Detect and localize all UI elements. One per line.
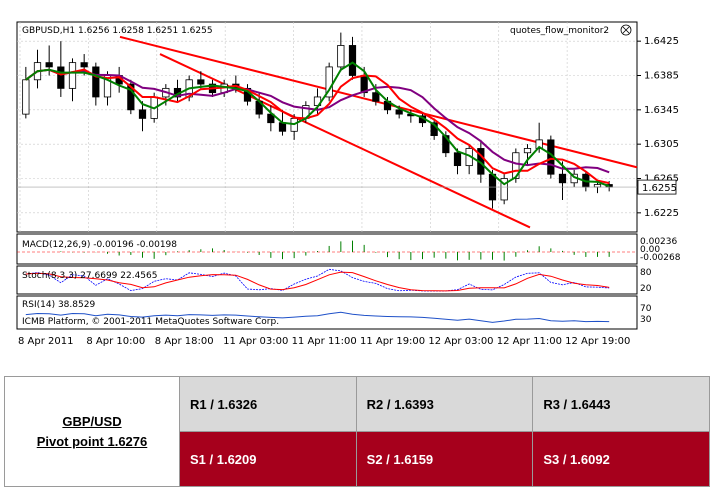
candle xyxy=(348,36,357,80)
candle-body xyxy=(593,184,602,188)
time-tick-label: 12 Apr 11:00 xyxy=(497,336,562,347)
candle-body xyxy=(372,92,380,102)
r3-cell: R3 / 1.6443 xyxy=(532,376,710,432)
candle-body xyxy=(127,83,135,111)
candle-body xyxy=(523,148,532,154)
time-axis: 8 Apr 2011 8 Apr 10:00 8 Apr 18:00 11 Apr 0… xyxy=(18,336,630,347)
price-tick-label: 1.6305 xyxy=(644,139,679,150)
macd-pane-frame xyxy=(16,233,638,265)
time-tick-label: 8 Apr 18:00 xyxy=(155,336,214,347)
candle-body xyxy=(57,66,65,89)
candle xyxy=(68,58,77,102)
indicator-label: quotes_flow_monitor2 xyxy=(510,26,609,36)
resistance-row: GBP/USD Pivot point 1.6276 R1 / 1.6326 R… xyxy=(4,376,710,487)
pivot-point: Pivot point 1.6276 xyxy=(36,433,148,449)
rsi-tick-30: 30 xyxy=(640,315,652,325)
stoch-label: Stoch(8,3,3) 27.6699 22.4565 xyxy=(22,271,157,281)
time-tick-label: 11 Apr 03:00 xyxy=(223,336,288,347)
candle-body xyxy=(267,113,275,124)
pair-name: GBP/USD xyxy=(62,413,122,429)
candle xyxy=(453,148,462,175)
macd-tick-upper: 0.00236 xyxy=(640,237,677,247)
candle xyxy=(267,105,275,132)
candle-body xyxy=(348,45,357,76)
price-tick-label: 1.6265 xyxy=(644,174,679,185)
time-tick-label: 12 Apr 03:00 xyxy=(428,336,493,347)
candle-body xyxy=(500,178,508,201)
candle-body xyxy=(558,173,567,184)
close-icon[interactable] xyxy=(620,24,632,36)
candle xyxy=(57,41,65,97)
time-tick-label: 12 Apr 19:00 xyxy=(565,336,630,347)
pair-cell: GBP/USD Pivot point 1.6276 xyxy=(4,376,180,487)
candle xyxy=(325,62,333,102)
current-price-box xyxy=(637,179,677,195)
candle xyxy=(197,71,205,89)
current-price-label: 1.6255 xyxy=(642,183,677,194)
price-tick-label: 1.6225 xyxy=(644,208,679,219)
candle xyxy=(92,62,100,106)
price-tick-label: 1.6385 xyxy=(644,71,679,82)
candle-body xyxy=(197,79,205,85)
time-tick-label: 8 Apr 2011 xyxy=(18,336,73,347)
pivot-table: GBP/USD Pivot point 1.6276 R1 / 1.6326 R… xyxy=(4,376,710,487)
candle-body xyxy=(395,109,403,115)
rsi-label: RSI(14) 38.8529 xyxy=(22,300,95,310)
candle xyxy=(523,144,532,166)
rsi-tick-70: 70 xyxy=(640,304,652,314)
stoch-tick-80: 80 xyxy=(640,268,652,278)
candle-body xyxy=(278,122,287,132)
moving-averages xyxy=(25,61,610,188)
candle-body xyxy=(512,152,520,179)
s3-cell: S3 / 1.6092 xyxy=(532,431,710,487)
indicator-panes xyxy=(17,240,637,323)
candle-body xyxy=(453,152,462,167)
candle xyxy=(138,101,147,132)
candle-body xyxy=(92,66,100,98)
macd-label: MACD(12,26,9) -0.00196 -0.00198 xyxy=(22,240,177,250)
candle xyxy=(500,174,508,205)
macd-tick-zero: 0.00 xyxy=(640,245,660,255)
time-tick-label: 8 Apr 10:00 xyxy=(86,336,145,347)
channel-lower-line xyxy=(159,53,531,229)
symbol-header: GBPUSD,H1 1.6256 1.6258 1.6251 1.6255 xyxy=(22,26,213,36)
candle-body xyxy=(325,66,333,98)
candle-body xyxy=(337,45,345,68)
r2-cell: R2 / 1.6393 xyxy=(355,376,534,432)
candle-body xyxy=(22,79,30,115)
stoch-main-line xyxy=(25,271,610,292)
candle-body xyxy=(80,62,88,68)
stoch-signal-line xyxy=(25,268,610,292)
ma-slow-line xyxy=(25,68,610,174)
price-tick-label: 1.6425 xyxy=(644,36,679,47)
support-row: S1 / 1.6209 S2 / 1.6159 S3 / 1.6092 xyxy=(5,431,710,487)
price-axis: 1.6425 1.6385 1.6345 1.6305 1.6265 1.6225 1.62… xyxy=(17,36,679,219)
price-chart: 1.6425 1.6385 1.6345 1.6305 1.6265 1.6225 1.62… xyxy=(16,21,681,347)
candles xyxy=(22,32,613,209)
rsi-line xyxy=(25,311,610,323)
s2-cell: S2 / 1.6159 xyxy=(355,431,534,487)
candle-body xyxy=(138,109,147,119)
rsi-pane-frame xyxy=(16,295,638,330)
candle-body xyxy=(45,62,53,68)
candle xyxy=(337,32,345,72)
copyright-text: ICMB Platform, © 2001-2011 MetaQuotes So… xyxy=(22,317,279,327)
ma-mid-line xyxy=(25,68,610,185)
main-chart-frame xyxy=(16,21,638,233)
time-tick-label: 11 Apr 11:00 xyxy=(292,336,357,347)
s1-cell: S1 / 1.6209 xyxy=(179,431,357,487)
stoch-tick-20: 20 xyxy=(640,284,652,294)
macd-tick-lower: -0.00268 xyxy=(640,253,681,263)
time-tick-label: 11 Apr 19:00 xyxy=(360,336,425,347)
price-tick-label: 1.6345 xyxy=(644,105,679,116)
candle-body xyxy=(68,62,77,89)
r1-cell: R1 / 1.6326 xyxy=(179,376,357,432)
ma-fast-line xyxy=(25,61,610,188)
